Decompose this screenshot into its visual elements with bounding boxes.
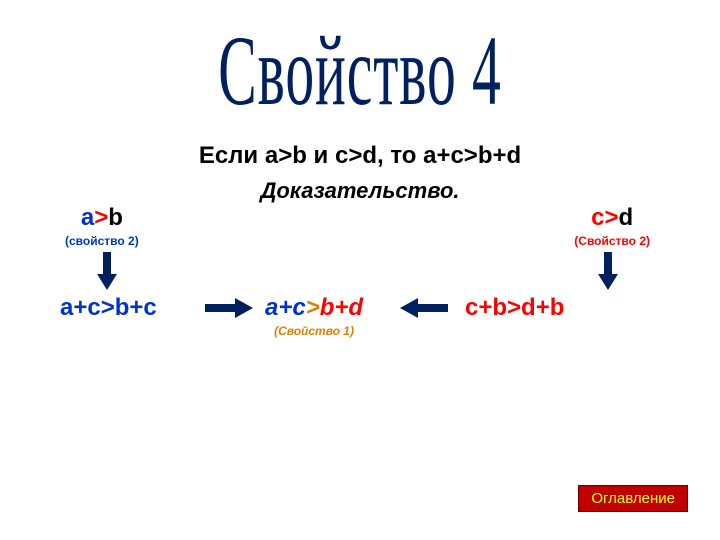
conclusion-gt: >: [306, 294, 320, 321]
slide-title: Свойство 4: [36, 14, 684, 129]
conclusion-inequality: a+c>b+d: [265, 294, 363, 322]
derived-left: a+c>b+c: [60, 294, 157, 322]
premise-right: c>d (Свойство 2): [574, 204, 650, 248]
proof-label: Доказательство.: [0, 178, 720, 204]
conclusion-rhs: b+d: [320, 294, 363, 321]
derived-right: c+b>d+b: [465, 294, 564, 322]
toc-button[interactable]: Оглавление: [578, 485, 688, 512]
arrow-right-icon: [400, 298, 448, 323]
arrow-down-icon: [97, 252, 117, 295]
conclusion-lhs: a+c: [265, 294, 306, 321]
inequality-cd: c>d: [574, 204, 650, 232]
conclusion: a+c>b+d (Свойство 1): [265, 294, 363, 338]
ref-property-1: (Свойство 1): [265, 324, 363, 338]
arrow-right-icon: [205, 298, 253, 323]
var-c: c: [591, 204, 604, 231]
ref-property-2-right: (Свойство 2): [574, 234, 650, 248]
var-b: b: [108, 204, 123, 231]
gt-symbol: >: [94, 204, 108, 231]
gt-symbol: >: [604, 204, 618, 231]
arrow-down-icon: [598, 252, 618, 295]
var-d: d: [619, 204, 634, 231]
theorem-statement: Если a>b и c>d, то a+c>b+d: [0, 142, 720, 170]
var-a: a: [81, 204, 94, 231]
inequality-ab: a>b: [65, 204, 139, 232]
ref-property-2-left: (свойство 2): [65, 234, 139, 248]
premise-left: a>b (свойство 2): [65, 204, 139, 248]
